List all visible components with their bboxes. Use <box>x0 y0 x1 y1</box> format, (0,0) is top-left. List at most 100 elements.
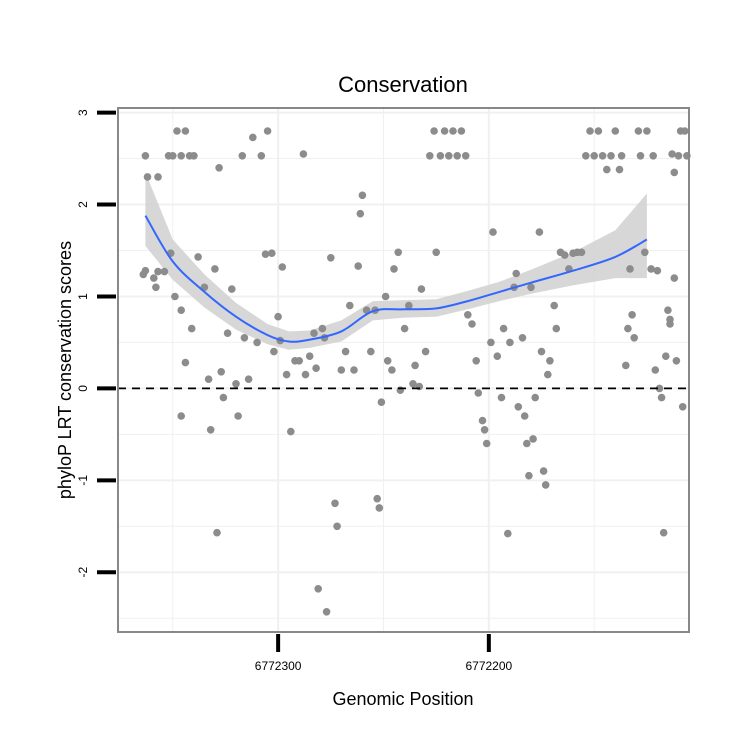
data-point <box>287 427 295 436</box>
data-point <box>228 285 236 293</box>
data-point <box>322 608 331 616</box>
data-point <box>177 306 185 315</box>
data-point <box>169 152 177 160</box>
data-point <box>655 384 664 393</box>
data-point <box>653 266 662 275</box>
data-point <box>464 311 472 319</box>
data-point <box>181 358 190 367</box>
chart-title: Conservation <box>338 72 468 97</box>
data-point <box>607 152 615 160</box>
data-point <box>215 164 223 172</box>
data-point <box>670 274 679 282</box>
data-point <box>487 338 495 347</box>
data-point <box>468 320 476 328</box>
x-tick-label: 6772300 <box>255 659 302 673</box>
loess-smooth-line <box>144 215 648 343</box>
data-point <box>550 301 558 310</box>
panel-background <box>118 108 689 632</box>
confidence-band <box>145 172 647 350</box>
data-point <box>630 334 638 342</box>
data-point <box>213 528 221 537</box>
y-tick-label: -2 <box>76 567 90 578</box>
data-point <box>512 269 520 278</box>
data-point <box>234 412 242 420</box>
data-point <box>171 292 179 301</box>
data-point <box>537 347 546 356</box>
data-point <box>662 352 670 361</box>
data-point <box>356 209 365 218</box>
data-point <box>432 248 441 257</box>
data-point <box>327 253 335 262</box>
data-point <box>440 127 449 135</box>
data-point <box>350 366 358 374</box>
data-point <box>187 324 196 333</box>
data-point <box>299 150 308 158</box>
data-point <box>333 522 341 531</box>
data-point <box>520 412 529 420</box>
data-point <box>204 375 213 384</box>
data-point <box>590 152 598 160</box>
data-point <box>611 127 620 135</box>
x-tick-label: 6772200 <box>465 659 512 673</box>
data-point <box>622 361 630 370</box>
data-point <box>659 528 668 537</box>
data-point <box>181 127 190 135</box>
data-point <box>489 228 497 236</box>
data-point <box>678 403 687 411</box>
data-point <box>257 152 266 160</box>
data-point <box>523 439 531 448</box>
y-tick-label: 1 <box>76 293 90 300</box>
data-point <box>617 152 626 160</box>
x-axis-title: Genomic Position <box>332 689 473 709</box>
data-point <box>518 334 527 342</box>
data-point <box>282 370 291 379</box>
data-point <box>582 152 590 160</box>
data-point <box>626 265 634 273</box>
data-point <box>546 357 554 365</box>
plot-panel <box>117 107 691 633</box>
data-point <box>388 366 396 374</box>
data-point <box>152 283 160 292</box>
data-point <box>261 250 270 258</box>
data-point <box>240 334 249 342</box>
data-point <box>598 152 607 160</box>
data-point <box>177 412 185 420</box>
data-point <box>461 152 470 160</box>
data-point <box>480 426 489 434</box>
y-tick-label: 0 <box>76 385 90 392</box>
panel-border <box>117 107 690 633</box>
data-point <box>666 315 674 324</box>
data-point <box>206 426 215 434</box>
data-point <box>141 266 150 275</box>
data-point <box>381 292 390 301</box>
y-axis-title: phyloP LRT conservation scores <box>55 241 75 499</box>
data-point <box>594 127 603 135</box>
data-point <box>449 127 457 135</box>
scatter-points <box>139 127 691 616</box>
data-point <box>525 471 533 480</box>
data-point <box>305 352 314 361</box>
data-point <box>672 357 681 365</box>
data-point <box>362 306 371 315</box>
data-point <box>295 357 304 365</box>
data-point <box>657 393 666 402</box>
data-point <box>390 265 398 273</box>
data-point <box>668 150 676 158</box>
data-point <box>664 306 672 315</box>
data-point <box>314 585 323 593</box>
data-point <box>649 152 657 160</box>
data-point <box>310 329 318 338</box>
data-point <box>624 324 632 333</box>
data-point <box>499 324 508 333</box>
data-point <box>615 165 624 174</box>
data-point <box>337 366 346 374</box>
data-point <box>430 127 438 135</box>
data-point <box>394 248 403 257</box>
data-point <box>341 347 350 356</box>
data-point <box>312 364 320 373</box>
data-point <box>383 357 392 365</box>
data-point <box>577 248 586 257</box>
data-point <box>173 127 181 135</box>
data-point <box>647 265 655 273</box>
